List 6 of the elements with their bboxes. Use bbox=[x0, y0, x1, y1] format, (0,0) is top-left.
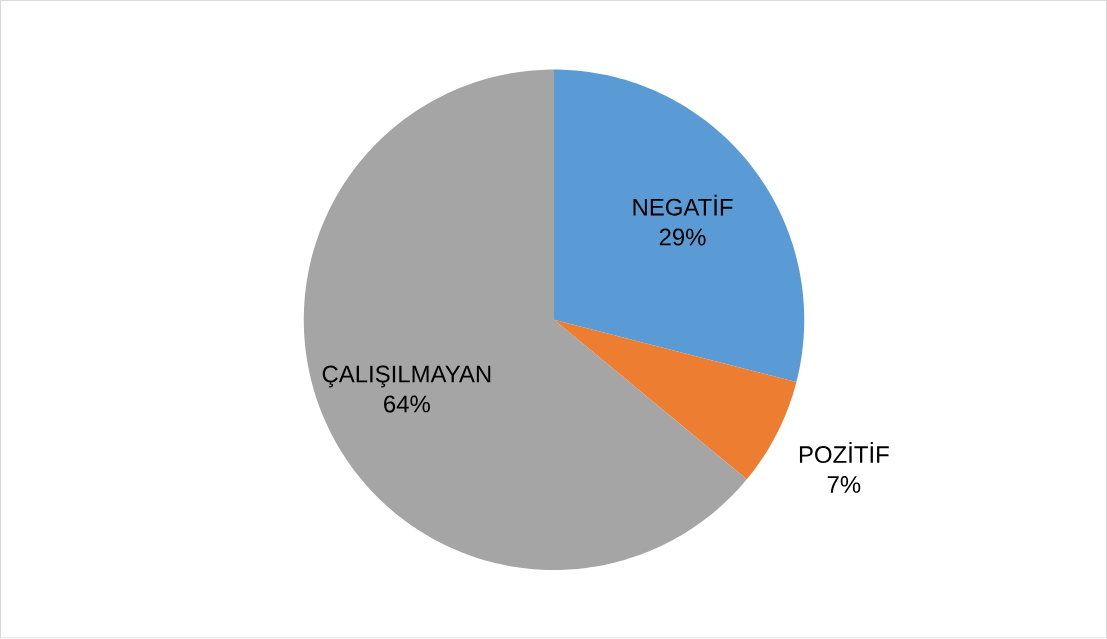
slice-label: ÇALIŞILMAYAN bbox=[322, 365, 491, 388]
slice-label: NEGATİF bbox=[633, 194, 733, 216]
data-label: 29% bbox=[659, 228, 706, 246]
data-label: 7% bbox=[827, 476, 861, 494]
data-label: 64% bbox=[384, 395, 430, 413]
slice-label: POZİTİF bbox=[799, 442, 889, 464]
